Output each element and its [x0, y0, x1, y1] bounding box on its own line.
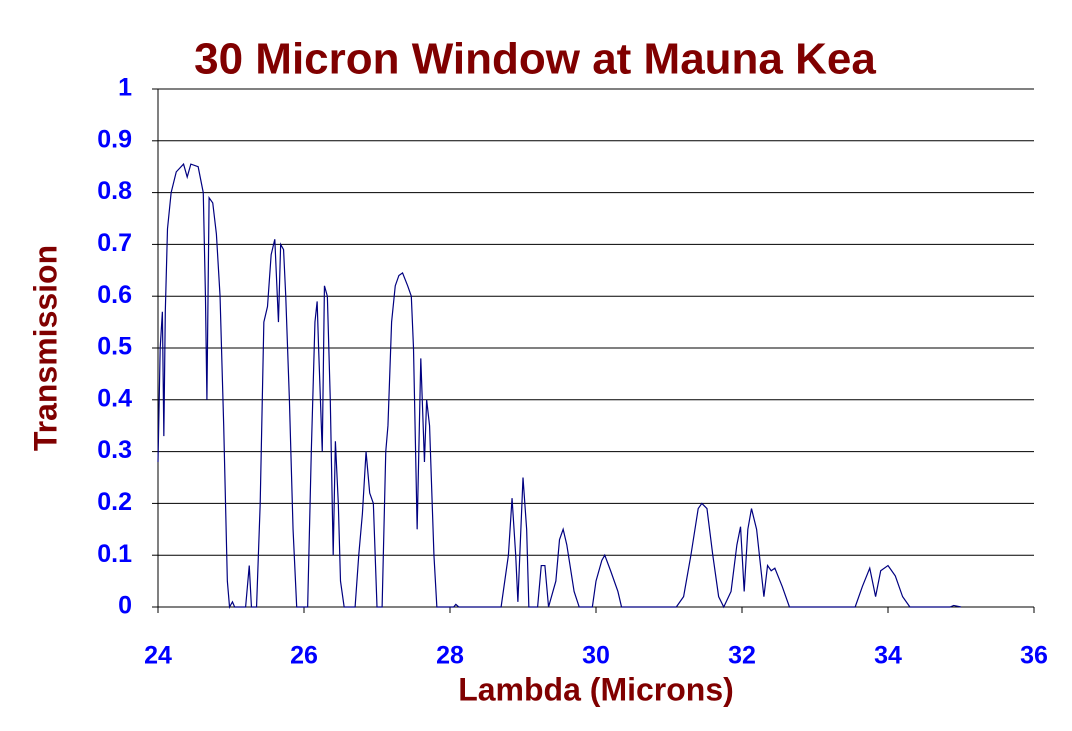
x-tick-label: 24 — [144, 642, 172, 670]
data-line — [157, 162, 962, 609]
y-tick-label: 0.4 — [97, 384, 132, 412]
x-tick-label: 30 — [582, 642, 610, 670]
y-tick-label: 0.7 — [97, 229, 132, 257]
y-tick-label: 0.5 — [97, 333, 132, 361]
x-tick-label: 32 — [728, 642, 756, 670]
y-tick-label: 1 — [118, 74, 132, 102]
chart-title: 30 Micron Window at Mauna Kea — [194, 35, 876, 84]
y-tick-label: 0.6 — [97, 281, 132, 309]
x-tick-label: 26 — [290, 642, 318, 670]
y-tick-label: 0.2 — [97, 488, 132, 516]
x-axis-label: Lambda (Microns) — [458, 671, 734, 707]
x-tick-label: 28 — [436, 642, 464, 670]
y-tick-label: 0.1 — [97, 540, 132, 568]
x-tick-label: 36 — [1020, 642, 1048, 670]
x-tick-label: 34 — [874, 642, 902, 670]
y-axis-label: Transmission — [27, 245, 63, 451]
y-tick-label: 0 — [118, 592, 132, 620]
y-tick-label: 0.8 — [97, 177, 132, 205]
y-tick-label: 0.9 — [97, 125, 132, 153]
y-tick-label: 0.3 — [97, 436, 132, 464]
